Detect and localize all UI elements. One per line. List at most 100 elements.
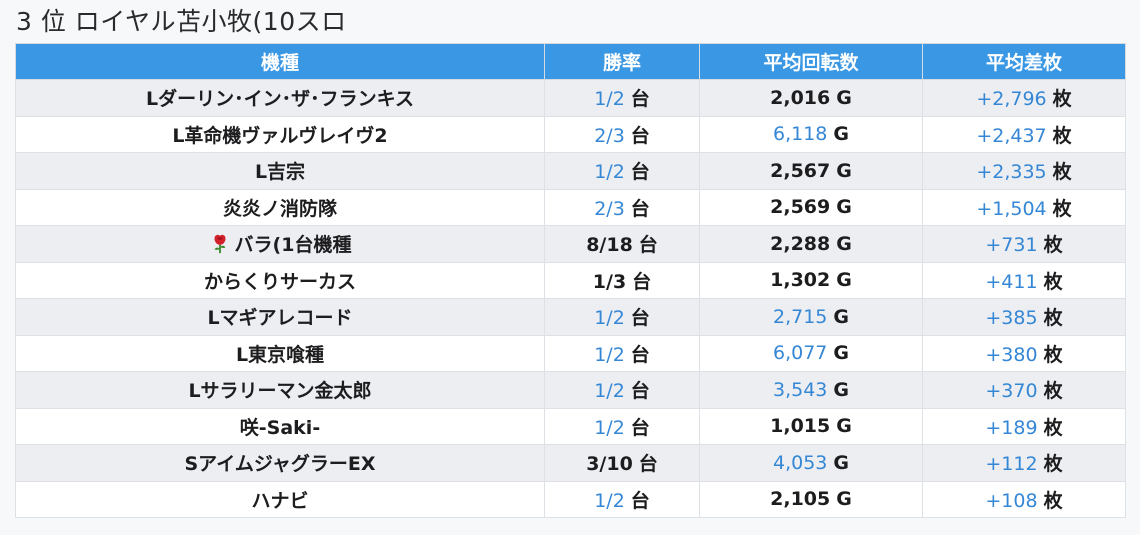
avg-spins-cell[interactable]: 6,118 G	[699, 115, 923, 153]
table-row[interactable]: L革命機ヴァルヴレイヴ2 2/3 台 6,118 G +2,437 枚	[15, 115, 1126, 153]
avg-spins-cell[interactable]: 3,543 G	[699, 371, 923, 409]
avg-diff-cell[interactable]: +1,504 枚	[922, 188, 1126, 226]
avg-spins-cell[interactable]: 2,715 G	[699, 298, 923, 336]
avg-spins-cell[interactable]: 4,053 G	[699, 444, 923, 482]
table-row[interactable]: L東京喰種 1/2 台 6,077 G +380 枚	[15, 334, 1126, 372]
machine-name-cell[interactable]: SアイムジャグラーEX	[15, 444, 545, 482]
avg-diff-cell[interactable]: +112 枚	[922, 444, 1126, 482]
avg-diff-cell[interactable]: +385 枚	[922, 298, 1126, 336]
machine-name[interactable]: からくりサーカス	[203, 270, 356, 293]
avg-diff-cell[interactable]: +189 枚	[922, 407, 1126, 445]
table-row[interactable]: Lマギアレコード 1/2 台 2,715 G +385 枚	[15, 298, 1126, 336]
avg-diff-cell[interactable]: +108 枚	[922, 480, 1126, 518]
win-rate-cell[interactable]: 2/3 台	[544, 115, 700, 153]
win-rate-cell[interactable]: 1/2 台	[544, 79, 700, 117]
avg-diff-value[interactable]: +411	[985, 270, 1038, 293]
avg-spins-unit: G	[833, 378, 849, 401]
win-rate-value[interactable]: 1/2	[594, 380, 625, 403]
machine-name-cell[interactable]: ハナビ	[15, 480, 545, 518]
table-row[interactable]: SアイムジャグラーEX 3/10 台 4,053 G +112 枚	[15, 444, 1126, 482]
win-rate-value[interactable]: 1/2	[594, 88, 625, 111]
avg-diff-cell[interactable]: +411 枚	[922, 261, 1126, 299]
win-rate-cell[interactable]: 2/3 台	[544, 188, 700, 226]
machine-name-cell[interactable]: Lマギアレコード	[15, 298, 545, 336]
win-rate-value[interactable]: 1/2	[594, 343, 625, 366]
avg-spins-unit: G	[836, 86, 852, 109]
machine-name[interactable]: 炎炎ノ消防隊	[222, 197, 337, 220]
avg-diff-cell[interactable]: +2,437 枚	[922, 115, 1126, 153]
win-rate-cell[interactable]: 1/2 台	[544, 407, 700, 445]
win-rate-value: 1/3	[592, 270, 627, 293]
win-rate-value[interactable]: 1/2	[594, 489, 625, 512]
machine-name[interactable]: L東京喰種	[235, 343, 325, 366]
avg-spins-value[interactable]: 3,543	[772, 378, 828, 401]
avg-diff-value[interactable]: +370	[985, 380, 1038, 403]
win-rate-value[interactable]: 1/2	[594, 416, 625, 439]
avg-spins-cell: 2,569 G	[699, 188, 923, 226]
table-row[interactable]: バラ(1台機種 8/18 台 2,288 G +731 枚	[15, 225, 1126, 263]
machine-name[interactable]: Lマギアレコード	[207, 307, 353, 330]
table-row[interactable]: L吉宗 1/2 台 2,567 G +2,335 枚	[15, 152, 1126, 190]
header-avg-diff[interactable]: 平均差枚	[922, 43, 1126, 80]
win-rate-cell[interactable]: 1/2 台	[544, 152, 700, 190]
win-rate-value[interactable]: 1/2	[594, 161, 625, 184]
machine-name-cell[interactable]: Lダーリン･イン･ザ･フランキス	[15, 79, 545, 117]
avg-diff-value[interactable]: +731	[985, 234, 1038, 257]
avg-spins-value[interactable]: 6,118	[772, 123, 828, 146]
machine-name[interactable]: Lサラリーマン金太郎	[188, 380, 372, 403]
machine-name-cell[interactable]: L吉宗	[15, 152, 545, 190]
win-rate-cell[interactable]: 1/2 台	[544, 371, 700, 409]
avg-diff-value[interactable]: +380	[985, 343, 1038, 366]
machine-name-cell[interactable]: からくりサーカス	[15, 261, 545, 299]
machine-name-cell[interactable]: 咲-Saki-	[15, 407, 545, 445]
avg-spins-value[interactable]: 6,077	[772, 342, 828, 365]
avg-diff-cell[interactable]: +2,335 枚	[922, 152, 1126, 190]
table-row[interactable]: Lサラリーマン金太郎 1/2 台 3,543 G +370 枚	[15, 371, 1126, 409]
avg-spins-value[interactable]: 4,053	[772, 451, 828, 474]
machine-name-cell[interactable]: L革命機ヴァルヴレイヴ2	[15, 115, 545, 153]
avg-diff-cell[interactable]: +2,796 枚	[922, 79, 1126, 117]
avg-spins-cell[interactable]: 6,077 G	[699, 334, 923, 372]
avg-diff-value[interactable]: +385	[985, 307, 1038, 330]
header-win-rate[interactable]: 勝率	[544, 43, 700, 80]
avg-diff-value[interactable]: +112	[985, 453, 1038, 476]
header-avg-spins[interactable]: 平均回転数	[699, 43, 923, 80]
machine-name[interactable]: SアイムジャグラーEX	[184, 453, 376, 476]
win-rate-value[interactable]: 2/3	[594, 124, 625, 147]
avg-spins-value[interactable]: 2,715	[772, 305, 828, 328]
machine-name-cell[interactable]: バラ(1台機種	[15, 225, 545, 263]
machine-name-cell[interactable]: 炎炎ノ消防隊	[15, 188, 545, 226]
machine-name[interactable]: バラ(1台機種	[234, 234, 352, 257]
win-rate-unit: 台	[630, 489, 650, 512]
machine-name[interactable]: L吉宗	[254, 161, 306, 184]
win-rate-cell[interactable]: 1/2 台	[544, 480, 700, 518]
avg-diff-cell[interactable]: +380 枚	[922, 334, 1126, 372]
header-machine[interactable]: 機種	[15, 43, 545, 80]
table-row[interactable]: 炎炎ノ消防隊 2/3 台 2,569 G +1,504 枚	[15, 188, 1126, 226]
avg-diff-value[interactable]: +1,504	[976, 197, 1047, 220]
win-rate-cell[interactable]: 1/2 台	[544, 334, 700, 372]
win-rate-value[interactable]: 2/3	[594, 197, 625, 220]
table-row[interactable]: Lダーリン･イン･ザ･フランキス 1/2 台 2,016 G +2,796 枚	[15, 79, 1126, 117]
table-row[interactable]: からくりサーカス 1/3 台 1,302 G +411 枚	[15, 261, 1126, 299]
machine-name[interactable]: 咲-Saki-	[239, 416, 321, 439]
win-rate-unit: 台	[632, 270, 652, 293]
machine-name[interactable]: Lダーリン･イン･ザ･フランキス	[145, 88, 415, 111]
machine-name-cell[interactable]: Lサラリーマン金太郎	[15, 371, 545, 409]
table-row[interactable]: 咲-Saki- 1/2 台 1,015 G +189 枚	[15, 407, 1126, 445]
avg-diff-value[interactable]: +2,335	[976, 161, 1047, 184]
win-rate-unit: 台	[630, 197, 650, 220]
machine-name[interactable]: L革命機ヴァルヴレイヴ2	[172, 124, 388, 147]
avg-diff-value[interactable]: +2,796	[976, 88, 1047, 111]
table-row[interactable]: ハナビ 1/2 台 2,105 G +108 枚	[15, 480, 1126, 518]
avg-diff-value[interactable]: +108	[985, 489, 1038, 512]
machine-name-cell[interactable]: L東京喰種	[15, 334, 545, 372]
avg-diff-cell[interactable]: +731 枚	[922, 225, 1126, 263]
avg-diff-value[interactable]: +2,437	[976, 124, 1047, 147]
win-rate-value[interactable]: 1/2	[594, 307, 625, 330]
avg-diff-cell[interactable]: +370 枚	[922, 371, 1126, 409]
win-rate-cell[interactable]: 1/2 台	[544, 298, 700, 336]
avg-diff-value[interactable]: +189	[985, 416, 1038, 439]
machine-name[interactable]: ハナビ	[251, 489, 309, 512]
avg-diff-unit: 枚	[1043, 453, 1063, 476]
